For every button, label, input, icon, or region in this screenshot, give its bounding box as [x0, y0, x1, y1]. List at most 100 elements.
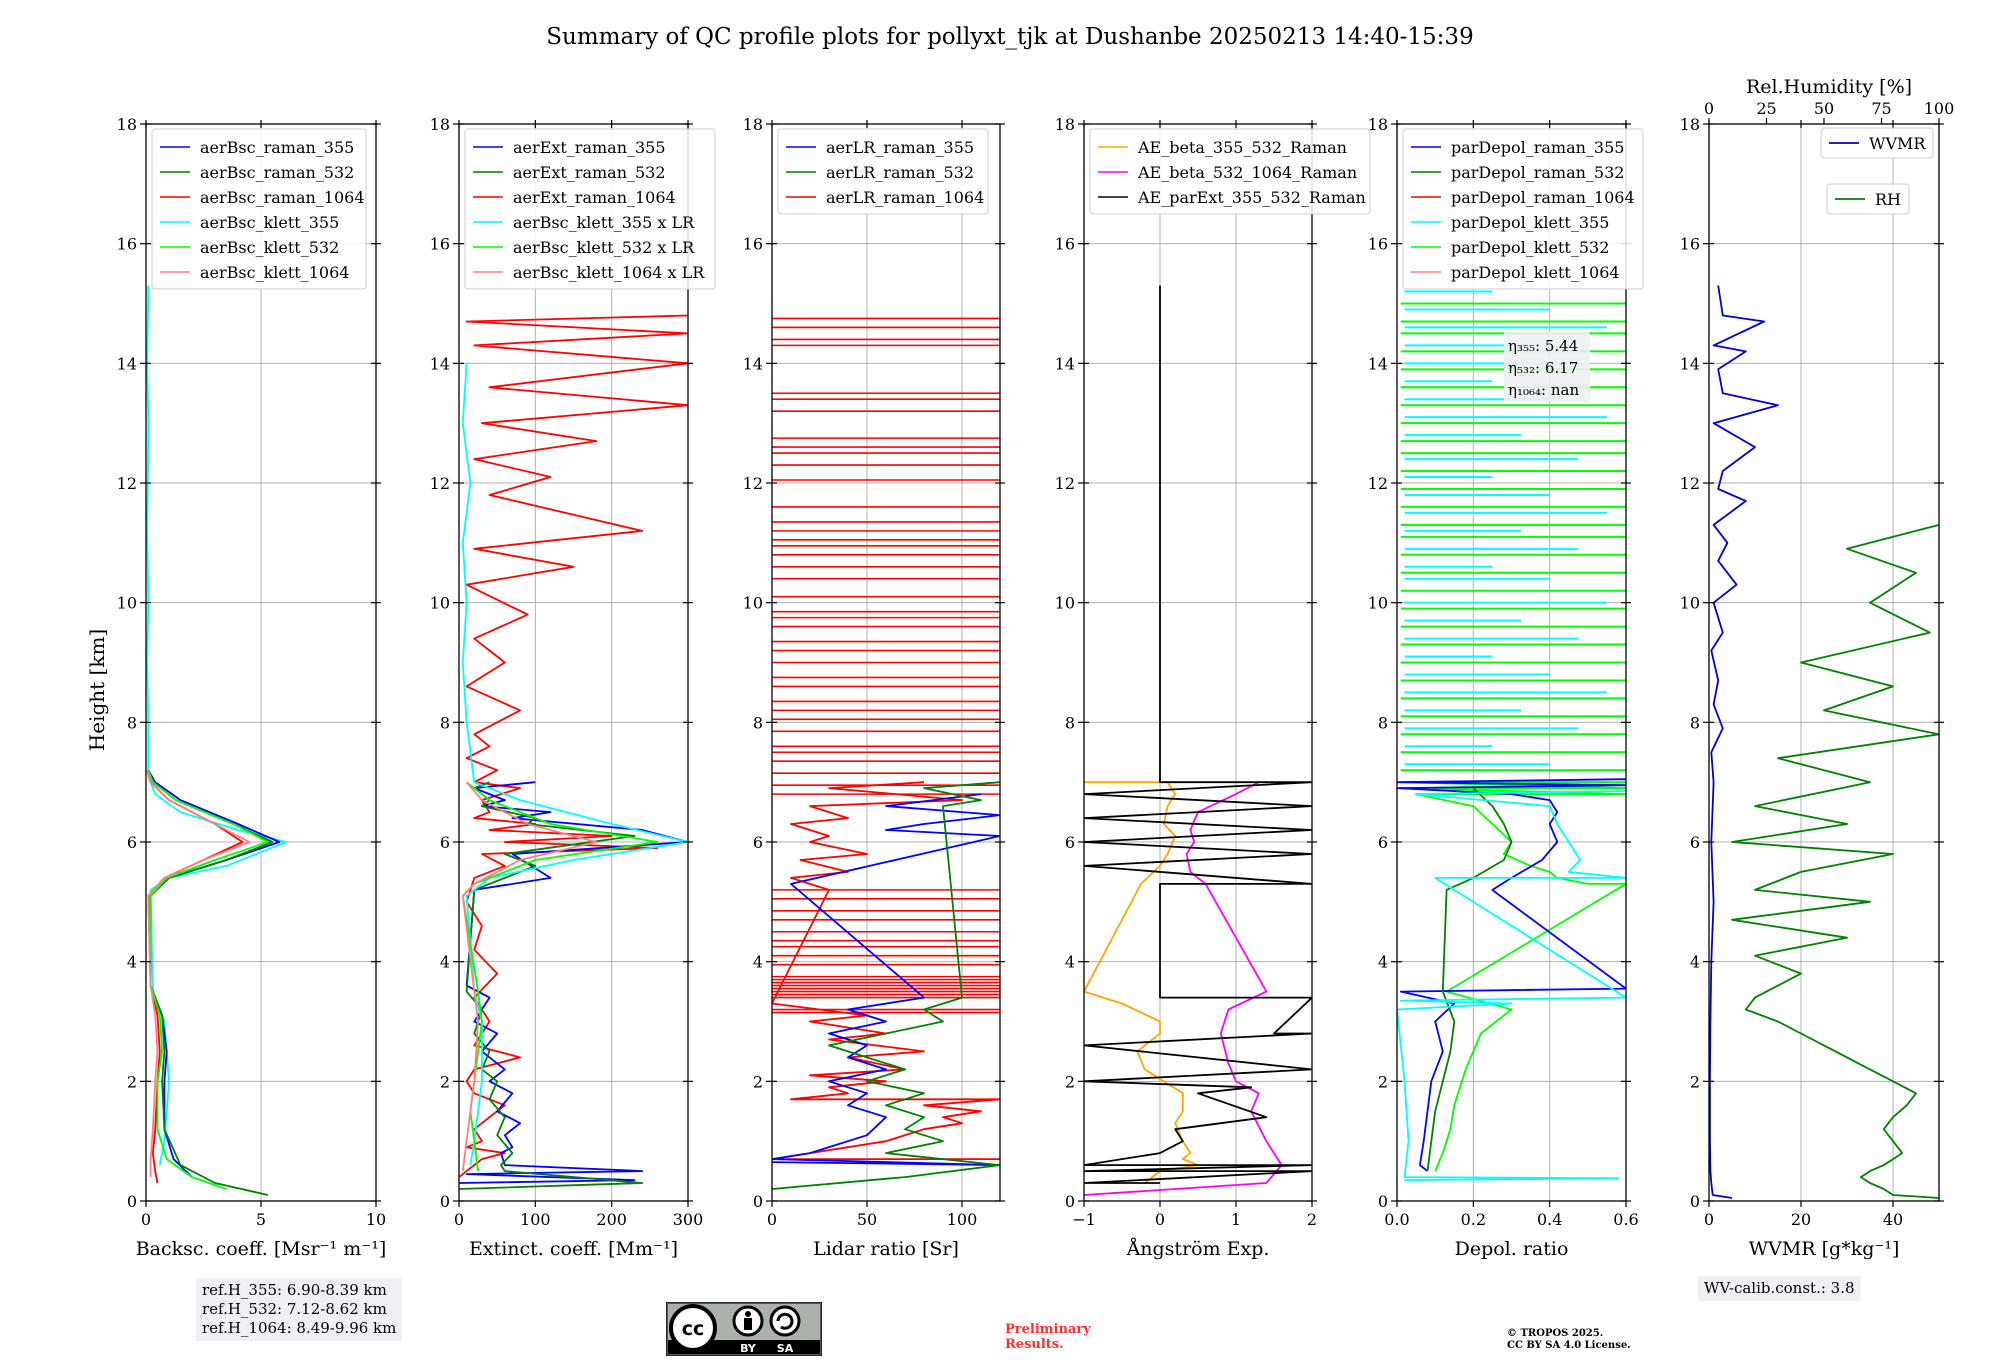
legend-box: [151, 128, 367, 290]
y-tick-label: 4: [1690, 953, 1700, 972]
series-aerBsc_klett_1064 x LR: [461, 781, 598, 1172]
legend-label: parDepol_raman_532: [1451, 163, 1624, 182]
y-tick-label: 10: [743, 594, 763, 613]
y-tick-label: 0: [1065, 1192, 1075, 1211]
legend-label: aerBsc_klett_1064: [200, 263, 349, 282]
y-tick-label: 4: [1065, 953, 1075, 972]
series-aerBsc_raman_1064: [146, 769, 244, 1184]
series-WVMR: [1709, 285, 1779, 1199]
y-tick-label: 10: [1680, 594, 1700, 613]
y-tick-label: 16: [1368, 235, 1388, 254]
x-tick-label: 0: [454, 1210, 464, 1229]
x-tick-label: 2: [1307, 1210, 1317, 1229]
preliminary-line-1: Preliminary: [1005, 1322, 1091, 1337]
y-axis-label: Height [km]: [85, 629, 109, 751]
y-tick-label: 18: [1680, 115, 1700, 134]
y-tick-label: 12: [1680, 474, 1700, 493]
y-tick-label: 18: [1368, 115, 1388, 134]
legend-label: AE_beta_532_1064_Raman: [1137, 163, 1357, 182]
series-aerBsc_klett_1064: [146, 769, 251, 1178]
series-aerLR_raman_1064: [772, 781, 1000, 1160]
x-tick-label: 100: [947, 1210, 978, 1229]
legend-label: aerBsc_klett_532 x LR: [513, 238, 695, 257]
x-tick-label: 0: [1155, 1210, 1165, 1229]
legend-label: parDepol_klett_355: [1451, 213, 1609, 232]
svg-text:cc: cc: [682, 1318, 705, 1340]
y-tick-label: 16: [430, 235, 450, 254]
y-tick-label: 12: [743, 474, 763, 493]
y-tick-label: 18: [1055, 115, 1075, 134]
legend-label: aerBsc_raman_1064: [200, 188, 365, 207]
x-tick-label: 40: [1883, 1210, 1903, 1229]
y-tick-label: 8: [440, 713, 450, 732]
preliminary-line-2: Results.: [1005, 1337, 1064, 1352]
y-tick-label: 18: [430, 115, 450, 134]
y-tick-label: 6: [1065, 833, 1075, 852]
y-tick-label: 0: [753, 1192, 763, 1211]
panel-lidar_ratio: 0 2 4 6 8 10 12 14 16 18 0 50 100 Lidar ratio [Sr] aer…: [743, 115, 1005, 1260]
eta-label: η₃₅₅: 5.44: [1508, 337, 1578, 355]
y-tick-label: 0: [1378, 1192, 1388, 1211]
plot-area: [1084, 285, 1312, 1196]
y-tick-label: 4: [1378, 953, 1388, 972]
copyright-line-2: CC BY SA 4.0 License.: [1507, 1340, 1631, 1351]
series-aerExt_raman_1064: [459, 314, 688, 1178]
y-tick-label: 10: [1368, 594, 1388, 613]
y-tick-label: 18: [117, 115, 137, 134]
series-parDepol_klett_355: [1397, 790, 1626, 1181]
series-RH: [1731, 524, 1939, 1199]
legend-label: aerLR_raman_532: [826, 163, 974, 182]
x-tick-label: 0.0: [1384, 1210, 1409, 1229]
legend-box: [1820, 127, 1934, 159]
x-tick-label: 10: [366, 1210, 386, 1229]
top-axis-label: Rel.Humidity [%]: [1746, 76, 1912, 98]
copyright-note: © TROPOS 2025. CC BY SA 4.0 License.: [1507, 1328, 1631, 1352]
x-axis-label: Lidar ratio [Sr]: [813, 1238, 959, 1260]
axes-frame: [1396, 123, 1627, 1202]
panel-extinction: 0 2 4 6 8 10 12 14 16 18 0 100 200 300 Extinct. coeff.…: [430, 115, 716, 1260]
legend-label: aerLR_raman_1064: [826, 188, 984, 207]
y-tick-label: 8: [753, 713, 763, 732]
x-tick-label: 100: [520, 1210, 551, 1229]
series-aerLR_raman_355: [772, 793, 1000, 1166]
legend-label: RH: [1875, 190, 1901, 209]
x-axis-label: Ångström Exp.: [1126, 1238, 1270, 1260]
series-AE_beta_532_1064_Raman: [1084, 781, 1283, 1196]
legend-box: [1089, 128, 1371, 215]
y-tick-label: 2: [1065, 1072, 1075, 1091]
y-tick-label: 4: [753, 953, 763, 972]
y-tick-label: 16: [1680, 235, 1700, 254]
x-tick-label: 0.4: [1537, 1210, 1562, 1229]
y-tick-label: 4: [440, 953, 450, 972]
legend-label: aerBsc_klett_355 x LR: [513, 213, 695, 232]
y-tick-label: 6: [440, 833, 450, 852]
axes-frame: [1083, 123, 1313, 1202]
y-tick-label: 0: [1690, 1192, 1700, 1211]
y-tick-label: 18: [743, 115, 763, 134]
y-tick-label: 8: [1690, 713, 1700, 732]
x-axis-label: Extinct. coeff. [Mm⁻¹]: [469, 1238, 678, 1260]
axes-frame: [1708, 123, 1940, 1202]
legend-label: WVMR: [1869, 134, 1926, 153]
axes-frame: [458, 123, 689, 1202]
x-tick-label: 0: [767, 1210, 777, 1229]
x-tick-label: 20: [1791, 1210, 1811, 1229]
series-aerBsc_klett_355: [146, 285, 288, 1166]
legend-label: parDepol_klett_532: [1451, 238, 1609, 257]
series-AE_parExt_355_532_Raman: [1084, 285, 1312, 1184]
x-tick-label: 50: [857, 1210, 877, 1229]
x-tick-label: 300: [673, 1210, 704, 1229]
y-tick-label: 2: [127, 1072, 137, 1091]
legend-label: parDepol_raman_1064: [1451, 188, 1635, 207]
series-parDepol_raman_355: [1397, 778, 1626, 1172]
legend-label: aerExt_raman_1064: [513, 188, 676, 207]
y-tick-label: 14: [1680, 354, 1700, 373]
wv-calibration-box: WV-calib.const.: 3.8: [1698, 1276, 1861, 1301]
top-x-tick-label: 50: [1814, 99, 1834, 118]
plot-area: [459, 314, 688, 1190]
top-x-tick-label: 100: [1924, 99, 1955, 118]
y-tick-label: 16: [117, 235, 137, 254]
ref-height-1064: ref.H_1064: 8.49-9.96 km: [202, 1319, 397, 1337]
y-tick-label: 14: [117, 354, 137, 373]
